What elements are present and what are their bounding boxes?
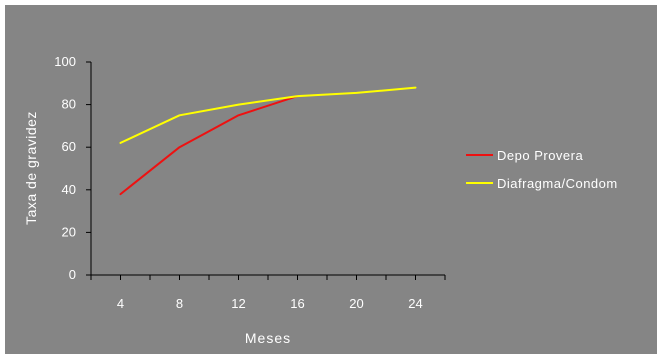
series-line-2: [119, 86, 417, 144]
series-layer: [119, 86, 417, 196]
y-tick-label: 0: [69, 267, 76, 282]
y-tick-label: 100: [54, 54, 76, 69]
x-ticks: 4 8 12 16 20 24: [90, 275, 446, 311]
series-line-1: [119, 95, 299, 196]
axes: [90, 62, 445, 276]
x-tick-label: 24: [408, 296, 422, 311]
x-tick-label: 8: [176, 296, 183, 311]
legend-label: Diafragma/Condom: [497, 176, 618, 191]
y-tick-label: 20: [62, 224, 76, 239]
x-tick-label: 4: [117, 296, 124, 311]
x-tick-label: 16: [290, 296, 304, 311]
x-tick-label: 12: [231, 296, 245, 311]
y-tick-label: 40: [62, 182, 76, 197]
y-tick-label: 80: [62, 97, 76, 112]
x-axis-title: Meses: [245, 330, 291, 346]
y-ticks: 0 20 40 60 80 100: [54, 54, 91, 282]
y-axis-title: Taxa de gravidez: [23, 111, 39, 225]
x-tick-label: 20: [349, 296, 363, 311]
y-tick-label: 60: [62, 139, 76, 154]
legend-label: Depo Provera: [497, 148, 583, 163]
chart-panel: [5, 5, 657, 354]
legend: Depo Provera Diafragma/Condom: [466, 148, 618, 191]
